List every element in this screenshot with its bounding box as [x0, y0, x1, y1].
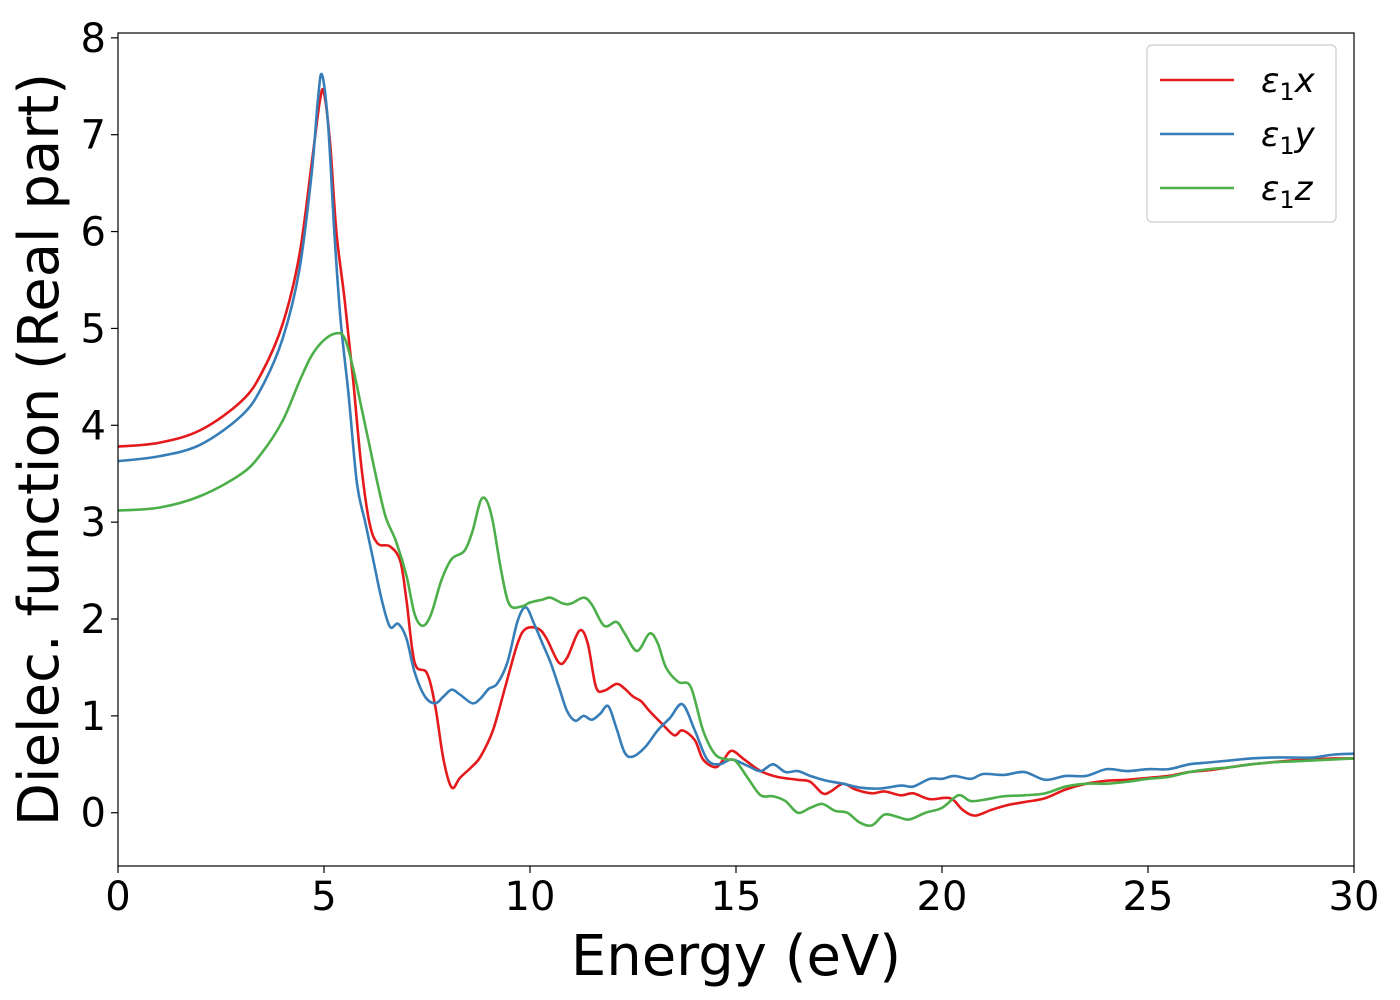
y-tick-label: 6 — [81, 210, 106, 256]
y-axis-title: Dielec. function (Real part) — [7, 73, 72, 826]
y-tick-label: 8 — [81, 16, 106, 62]
y-tick-label: 2 — [81, 597, 106, 643]
x-tick-label: 20 — [917, 874, 968, 920]
legend: ε1x ε1y ε1z — [1146, 44, 1337, 223]
legend-label-x: ε1x — [1261, 61, 1316, 106]
y-tick-label: 0 — [81, 791, 106, 837]
legend-label-y: ε1y — [1261, 115, 1316, 160]
y-tick-label: 7 — [81, 113, 106, 159]
x-tick-label: 5 — [311, 874, 336, 920]
series-layer — [118, 72, 1354, 828]
series-line-x — [118, 87, 1354, 817]
x-tick-label: 25 — [1123, 874, 1174, 920]
y-tick-label: 1 — [81, 694, 106, 740]
y-tick-label: 3 — [81, 500, 106, 546]
x-tick-label: 15 — [711, 874, 762, 920]
legend-label-z: ε1z — [1261, 169, 1314, 214]
x-axis-title: Energy (eV) — [571, 924, 901, 989]
series-line-z — [118, 331, 1354, 828]
x-axis-ticks: 0 5 10 15 20 25 30 — [105, 866, 1379, 920]
y-tick-label: 4 — [81, 403, 106, 449]
x-tick-label: 30 — [1329, 874, 1380, 920]
legend-box — [1146, 44, 1337, 223]
y-axis-ticks: 0 1 2 3 4 5 6 7 8 — [81, 16, 118, 837]
x-tick-label: 10 — [505, 874, 556, 920]
y-tick-label: 5 — [81, 306, 106, 352]
x-tick-label: 0 — [105, 874, 130, 920]
series-line-y — [118, 72, 1354, 790]
